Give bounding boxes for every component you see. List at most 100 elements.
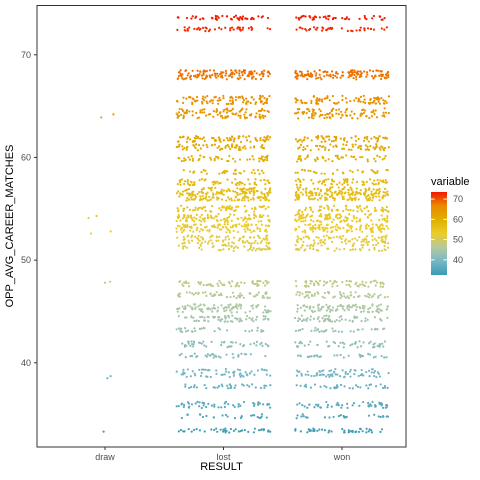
data-point (294, 191, 297, 194)
data-point (364, 227, 368, 230)
data-point (245, 139, 249, 142)
data-point (382, 345, 385, 348)
data-point (254, 249, 257, 252)
data-point (232, 28, 235, 31)
data-point (206, 242, 210, 245)
data-point (205, 27, 208, 30)
data-point (361, 180, 364, 183)
data-point (341, 16, 344, 20)
data-point (265, 416, 268, 419)
data-point (255, 189, 258, 193)
data-point (249, 140, 252, 143)
data-point (223, 405, 226, 409)
data-point (190, 340, 193, 343)
data-point (339, 235, 342, 238)
data-point (331, 191, 334, 194)
data-point (355, 78, 358, 81)
data-point (353, 73, 356, 77)
data-point (238, 72, 241, 75)
data-point (336, 193, 339, 196)
data-point (305, 73, 308, 76)
data-point (211, 17, 214, 20)
data-point (374, 160, 377, 163)
data-point (317, 224, 321, 227)
data-point (322, 229, 325, 232)
data-point (364, 101, 367, 104)
data-point (209, 292, 212, 295)
data-point (185, 220, 188, 223)
data-point (365, 370, 368, 374)
data-point (236, 230, 239, 234)
data-point (371, 182, 374, 185)
data-point (223, 315, 227, 318)
data-point (197, 319, 200, 323)
data-point (269, 136, 272, 139)
data-point (205, 114, 208, 117)
data-point (361, 238, 364, 241)
data-point (257, 220, 260, 223)
data-point (247, 241, 250, 244)
data-point (367, 101, 370, 105)
data-point (380, 18, 383, 21)
data-point (342, 292, 345, 295)
data-point (203, 383, 206, 387)
data-point (260, 368, 263, 371)
data-point (294, 138, 298, 141)
data-point (299, 430, 302, 433)
data-point (197, 341, 201, 344)
data-point (342, 143, 345, 146)
data-point (224, 209, 228, 212)
data-point (238, 373, 241, 376)
data-point (266, 192, 269, 195)
data-point (186, 29, 190, 32)
data-point (176, 28, 179, 31)
data-point (183, 372, 186, 375)
data-point (321, 295, 324, 299)
data-point (193, 208, 197, 212)
data-point (191, 191, 194, 194)
data-point (300, 15, 304, 18)
data-point (334, 154, 337, 157)
data-point (296, 140, 299, 143)
data-point (185, 111, 188, 115)
data-point (179, 219, 182, 222)
data-point (198, 246, 201, 249)
data-point (318, 205, 322, 208)
data-point (333, 387, 336, 390)
data-point (332, 204, 335, 208)
data-point (250, 187, 253, 190)
data-point (378, 102, 382, 105)
data-point (109, 375, 112, 378)
data-point (209, 284, 212, 287)
data-point (345, 107, 349, 111)
data-point (216, 180, 219, 183)
data-point (360, 354, 363, 357)
data-point (381, 406, 385, 409)
data-point (196, 400, 199, 403)
data-point (368, 69, 372, 72)
data-point (322, 70, 325, 74)
data-point (199, 374, 203, 378)
data-point (340, 318, 344, 321)
data-point (182, 430, 185, 433)
data-point (330, 209, 334, 213)
data-point (187, 406, 191, 409)
data-point (327, 206, 330, 209)
data-point (223, 402, 226, 405)
data-point (186, 196, 189, 200)
data-point (319, 373, 322, 377)
data-point (268, 220, 271, 223)
data-point (381, 210, 384, 213)
data-point (314, 280, 318, 283)
data-point (197, 234, 200, 237)
data-point (342, 187, 345, 191)
data-point (325, 17, 328, 20)
data-point (181, 223, 184, 226)
data-point (340, 27, 343, 30)
data-point (384, 208, 387, 212)
data-point (372, 77, 375, 80)
data-point (233, 213, 236, 216)
data-point (207, 368, 210, 372)
data-point (306, 144, 309, 147)
data-point (295, 16, 298, 19)
